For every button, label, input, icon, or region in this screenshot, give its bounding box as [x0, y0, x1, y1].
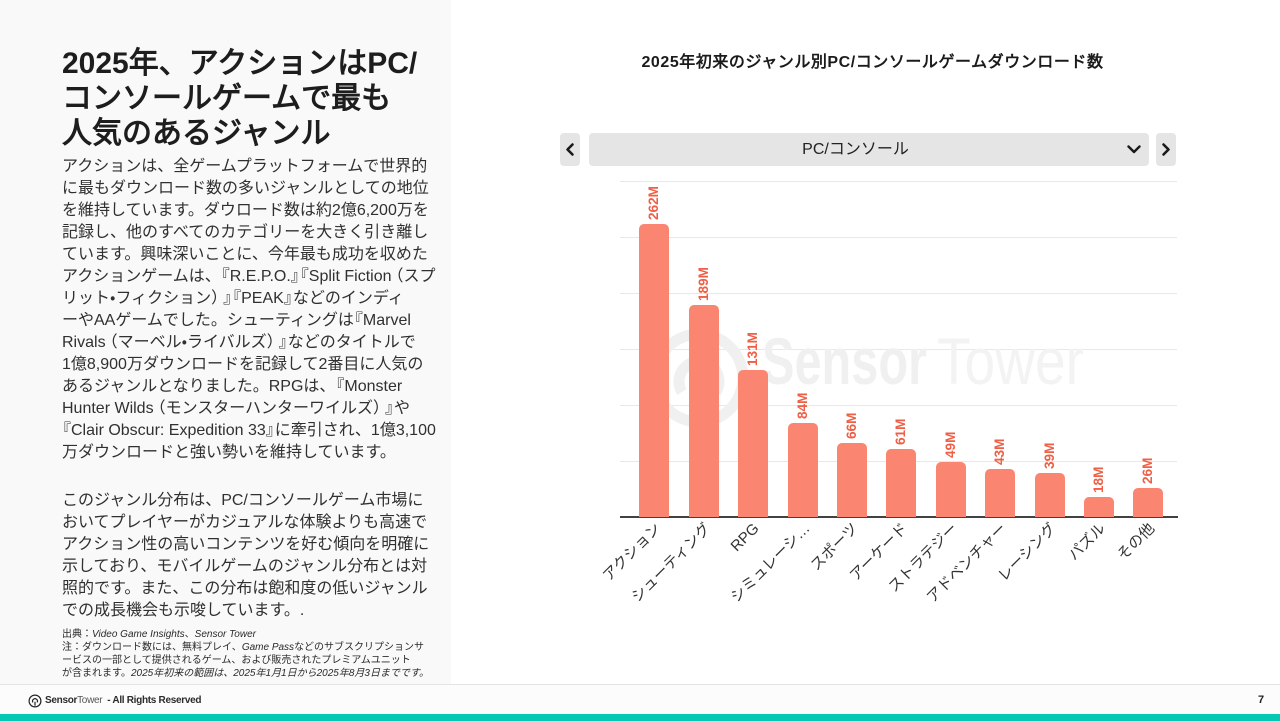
svg-text:Tower: Tower — [937, 324, 1084, 398]
svg-text:Sensor: Sensor — [762, 324, 927, 398]
